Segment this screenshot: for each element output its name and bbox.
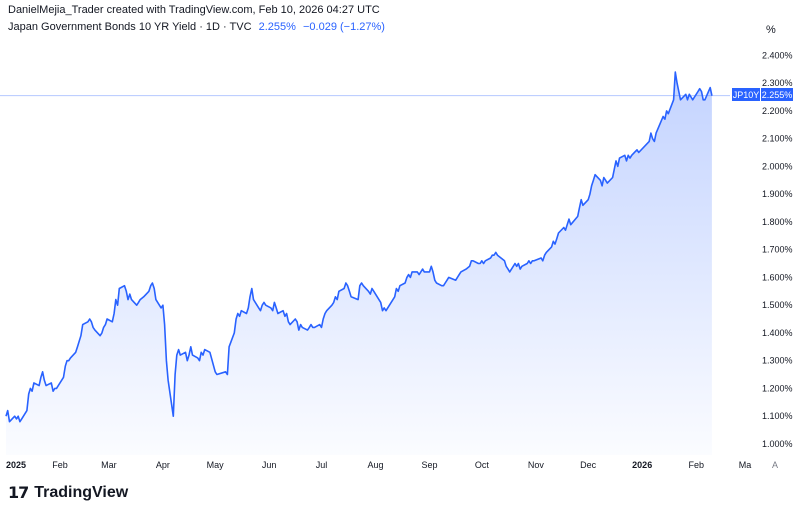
y-tick-label: 2.300% [762, 78, 793, 88]
y-tick-label: 1.800% [762, 217, 793, 227]
price-tag-value: 2.255% [762, 90, 793, 100]
y-tick-label: 1.300% [762, 356, 793, 366]
y-tick-label: 1.400% [762, 328, 793, 338]
x-tick-label: Jun [262, 460, 277, 470]
y-axis: 1.000% 1.100% 1.200% 1.300% 1.400% 1.500% 1.60… [762, 50, 793, 448]
y-tick-label: 2.400% [762, 50, 793, 60]
last-value: 2.255% [258, 21, 296, 33]
unit-label: % [766, 24, 776, 36]
y-tick-label: 1.900% [762, 189, 793, 199]
x-tick-label: Nov [528, 460, 545, 470]
x-tick-label: Ma [739, 460, 752, 470]
y-tick-label: 1.200% [762, 383, 793, 393]
x-tick-label: Feb [688, 460, 704, 470]
axis-settings-label[interactable]: A [772, 460, 778, 470]
x-axis: 2025 Feb Mar Apr May Jun Jul Aug Sep Oct Nov Dec 202… [6, 460, 751, 470]
price-tag-ticker-bg [732, 88, 760, 101]
y-tick-label: 1.600% [762, 272, 793, 282]
x-tick-label: 2026 [632, 460, 652, 470]
x-tick-label: Oct [475, 460, 490, 470]
x-tick-label: Mar [101, 460, 117, 470]
symbol-name: Japan Government Bonds 10 YR Yield · 1D … [8, 21, 252, 33]
x-tick-label: Jul [316, 460, 328, 470]
x-tick-label: Apr [156, 460, 170, 470]
y-tick-label: 2.200% [762, 106, 793, 116]
tradingview-logo-icon: 17 [8, 483, 29, 502]
price-tag: JP10Y 2.255% [732, 88, 793, 101]
x-tick-label: Sep [422, 460, 438, 470]
tradingview-logo-text: TradingView [34, 483, 129, 501]
chart-credit: DanielMejia_Trader created with TradingV… [8, 4, 380, 16]
price-tag-value-bg [761, 88, 793, 101]
y-tick-label: 2.100% [762, 134, 793, 144]
x-tick-label: Feb [52, 460, 68, 470]
x-tick-label: 2025 [6, 460, 26, 470]
series-line [5, 71, 713, 423]
y-tick-label: 1.500% [762, 300, 793, 310]
x-tick-label: Aug [368, 460, 384, 470]
price-tag-ticker: JP10Y [733, 90, 760, 100]
y-tick-label: 2.000% [762, 161, 793, 171]
y-tick-label: 1.100% [762, 411, 793, 421]
x-tick-label: Dec [580, 460, 597, 470]
y-tick-label: 1.700% [762, 245, 793, 255]
symbol-legend: Japan Government Bonds 10 YR Yield · 1D … [8, 21, 385, 33]
x-tick-label: May [207, 460, 225, 470]
tradingview-logo[interactable]: 17 TradingView [8, 483, 128, 502]
area-fill [6, 72, 712, 455]
change-value: −0.029 (−1.27%) [303, 21, 385, 33]
y-tick-label: 1.000% [762, 439, 793, 449]
